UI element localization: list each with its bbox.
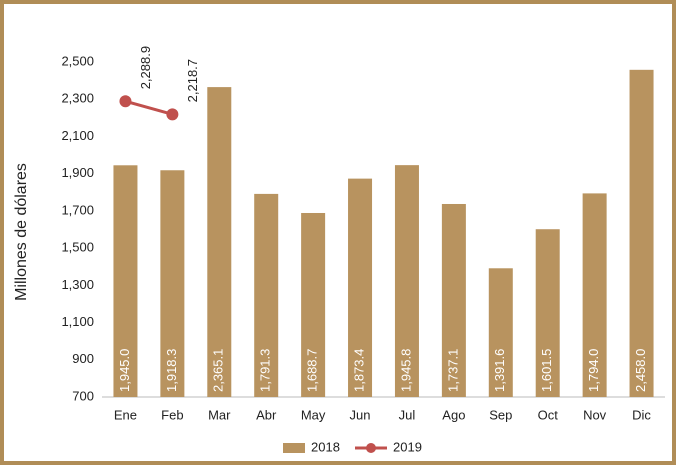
bar-value-label: 2,458.0 <box>633 349 648 392</box>
bar <box>629 69 654 398</box>
x-tick-label: Jun <box>350 407 371 422</box>
y-tick-label: 1,900 <box>61 165 94 180</box>
bar-value-label: 1,918.3 <box>164 349 179 392</box>
legend-label: 2018 <box>311 439 340 454</box>
bar-value-label: 1,873.4 <box>351 349 366 392</box>
x-tick-label: Mar <box>208 407 231 422</box>
bar-value-label: 1,794.0 <box>586 349 601 392</box>
bar <box>207 87 232 398</box>
x-tick-label: Feb <box>161 407 183 422</box>
bar-value-label: 1,688.7 <box>305 349 320 392</box>
y-tick-label: 2,300 <box>61 91 94 106</box>
x-tick-label: Ene <box>114 407 137 422</box>
line-marker <box>166 108 179 121</box>
x-tick-label: Jul <box>399 407 416 422</box>
y-tick-label: 1,500 <box>61 240 94 255</box>
x-tick-label: Abr <box>256 407 277 422</box>
bar-value-label: 1,601.5 <box>539 349 554 392</box>
x-tick-label: Dic <box>632 407 651 422</box>
y-tick-label: 2,100 <box>61 128 94 143</box>
bar-value-label: 1,737.1 <box>445 349 460 392</box>
bar <box>488 268 513 397</box>
bar <box>441 203 466 397</box>
line-value-label: 2,218.7 <box>185 59 200 102</box>
y-tick-label: 1,300 <box>61 277 94 292</box>
bar <box>535 229 560 397</box>
bar <box>254 193 279 397</box>
bar <box>582 193 607 397</box>
bar-value-label: 2,365.1 <box>211 349 226 392</box>
bar-value-label: 1,791.3 <box>258 349 273 392</box>
x-tick-label: May <box>301 407 326 422</box>
bar <box>301 212 326 397</box>
bar <box>348 178 373 397</box>
legend-marker <box>366 443 376 453</box>
bar <box>394 165 419 397</box>
bar-value-label: 1,945.8 <box>398 349 413 392</box>
x-tick-label: Nov <box>583 407 607 422</box>
line-value-label: 2,288.9 <box>138 46 153 89</box>
x-tick-label: Sep <box>489 407 512 422</box>
y-tick-label: 700 <box>72 388 94 403</box>
bar-value-label: 1,945.0 <box>117 349 132 392</box>
y-tick-label: 2,500 <box>61 53 94 68</box>
bar-value-label: 1,391.6 <box>492 349 507 392</box>
bar <box>160 170 185 397</box>
x-tick-label: Ago <box>442 407 465 422</box>
legend-label: 2019 <box>393 439 422 454</box>
line <box>125 99 173 116</box>
y-tick-label: 1,100 <box>61 314 94 329</box>
y-tick-label: 1,700 <box>61 202 94 217</box>
x-tick-label: Oct <box>538 407 559 422</box>
bar <box>113 165 138 397</box>
y-axis-title: Millones de dólares <box>13 163 30 301</box>
legend-swatch <box>283 443 305 453</box>
line-marker <box>119 95 132 108</box>
y-tick-label: 900 <box>72 351 94 366</box>
